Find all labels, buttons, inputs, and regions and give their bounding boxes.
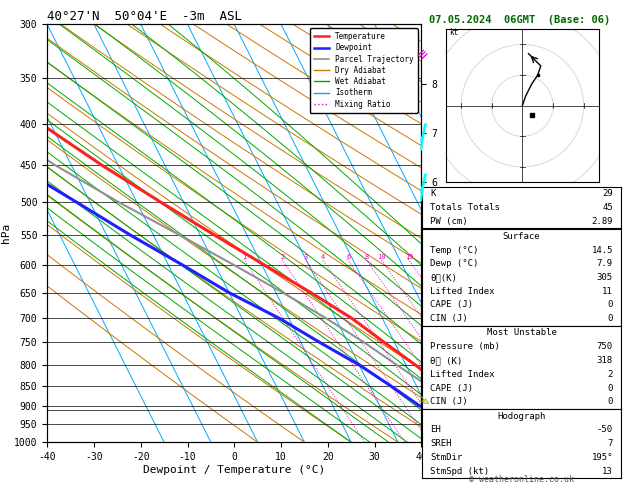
- Text: Hodograph: Hodograph: [498, 412, 545, 420]
- Text: 318: 318: [597, 356, 613, 365]
- Text: kt: kt: [449, 28, 458, 37]
- Text: CIN (J): CIN (J): [430, 314, 467, 323]
- Text: SREH: SREH: [430, 439, 452, 448]
- Text: Most Unstable: Most Unstable: [486, 329, 557, 337]
- Text: 13: 13: [602, 467, 613, 476]
- Text: 2: 2: [608, 370, 613, 379]
- Text: θᴄ (K): θᴄ (K): [430, 356, 462, 365]
- Text: θᴄ(K): θᴄ(K): [430, 273, 457, 282]
- Text: 2: 2: [281, 254, 284, 260]
- Text: 2.89: 2.89: [591, 217, 613, 226]
- Text: 7.9: 7.9: [597, 259, 613, 268]
- Text: 40°27'N  50°04'E  -3m  ASL: 40°27'N 50°04'E -3m ASL: [47, 10, 242, 23]
- Text: 8: 8: [365, 254, 369, 260]
- Text: -50: -50: [597, 425, 613, 434]
- Text: EH: EH: [430, 425, 441, 434]
- Text: Totals Totals: Totals Totals: [430, 203, 500, 212]
- Text: 750: 750: [597, 342, 613, 351]
- Text: PW (cm): PW (cm): [430, 217, 467, 226]
- Text: 0: 0: [608, 300, 613, 310]
- Text: 11: 11: [602, 287, 613, 296]
- Legend: Temperature, Dewpoint, Parcel Trajectory, Dry Adiabat, Wet Adiabat, Isotherm, Mi: Temperature, Dewpoint, Parcel Trajectory…: [310, 28, 418, 112]
- Text: 0: 0: [608, 398, 613, 406]
- Y-axis label: hPa: hPa: [1, 223, 11, 243]
- Text: Lifted Index: Lifted Index: [430, 287, 494, 296]
- Y-axis label: km
ASL: km ASL: [438, 225, 460, 242]
- Text: 45: 45: [602, 203, 613, 212]
- Text: CIN (J): CIN (J): [430, 398, 467, 406]
- Text: LCL: LCL: [437, 406, 452, 415]
- Text: ≫: ≫: [416, 394, 430, 409]
- Text: Mixing Ratio (g/kg): Mixing Ratio (g/kg): [448, 186, 457, 281]
- X-axis label: Dewpoint / Temperature (°C): Dewpoint / Temperature (°C): [143, 465, 325, 475]
- Text: Lifted Index: Lifted Index: [430, 370, 494, 379]
- Text: StmDir: StmDir: [430, 453, 462, 462]
- Text: 15: 15: [404, 254, 413, 260]
- Text: 7: 7: [608, 439, 613, 448]
- Text: 0: 0: [608, 314, 613, 323]
- Text: 14.5: 14.5: [591, 245, 613, 255]
- Text: Temp (°C): Temp (°C): [430, 245, 479, 255]
- Text: 3: 3: [304, 254, 308, 260]
- Text: 10: 10: [377, 254, 386, 260]
- Text: 07.05.2024  06GMT  (Base: 06): 07.05.2024 06GMT (Base: 06): [429, 15, 610, 25]
- Text: 6: 6: [346, 254, 350, 260]
- Text: CAPE (J): CAPE (J): [430, 383, 473, 393]
- Text: 1: 1: [242, 254, 247, 260]
- Text: © weatheronline.co.uk: © weatheronline.co.uk: [469, 474, 574, 484]
- Text: 0: 0: [608, 383, 613, 393]
- Text: StmSpd (kt): StmSpd (kt): [430, 467, 489, 476]
- Text: ≡: ≡: [414, 45, 432, 63]
- Text: 305: 305: [597, 273, 613, 282]
- Text: 4: 4: [321, 254, 325, 260]
- Text: 29: 29: [602, 190, 613, 198]
- Text: Dewp (°C): Dewp (°C): [430, 259, 479, 268]
- Text: CAPE (J): CAPE (J): [430, 300, 473, 310]
- Text: Pressure (mb): Pressure (mb): [430, 342, 500, 351]
- Text: 195°: 195°: [591, 453, 613, 462]
- Text: Surface: Surface: [503, 232, 540, 241]
- Text: K: K: [430, 190, 435, 198]
